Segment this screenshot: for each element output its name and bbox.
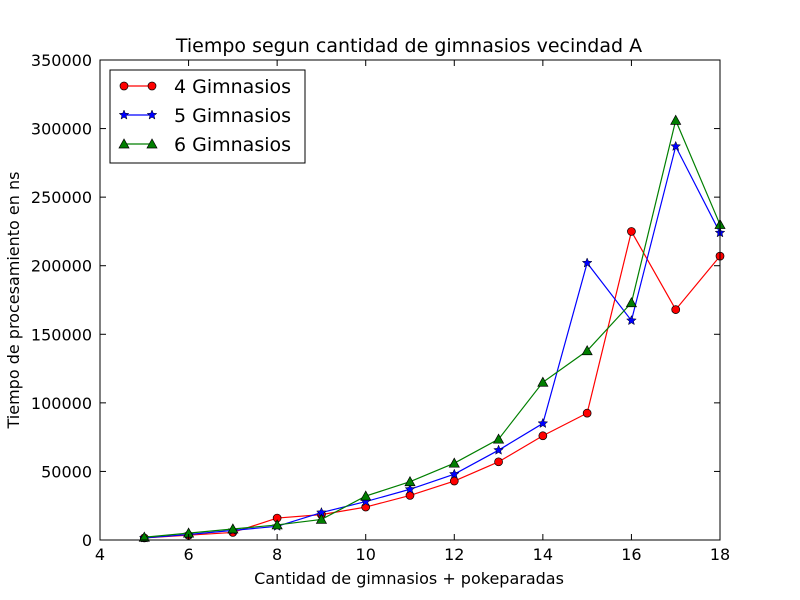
data-point: [671, 305, 681, 314]
data-point: [581, 257, 593, 268]
data-point: [581, 345, 593, 356]
x-tick-label: 14: [533, 545, 553, 564]
data-point: [582, 408, 592, 418]
series-3: [138, 114, 726, 542]
series-1: [139, 227, 725, 543]
legend-label: 4 Gimnasios: [174, 76, 291, 98]
chart-title: Tiempo segun cantidad de gimnasios vecin…: [175, 35, 642, 57]
legend: 4 Gimnasios 5 Gimnasios 6 Gimnasios: [109, 69, 306, 164]
data-point: [315, 513, 328, 524]
data-point: [360, 490, 372, 501]
data-point: [227, 523, 239, 534]
data-point: [448, 468, 460, 479]
data-point: [625, 297, 638, 308]
y-tick-label: 150000: [31, 325, 92, 344]
x-tick-label: 16: [621, 545, 641, 564]
legend-marker: [119, 81, 129, 91]
x-tick-label: 10: [356, 545, 376, 564]
data-point: [494, 457, 503, 467]
data-point: [448, 457, 460, 468]
x-tick-label: 4: [95, 545, 105, 564]
legend-label: 6 Gimnasios: [174, 134, 291, 156]
legend-marker: [147, 81, 157, 91]
data-point: [537, 376, 549, 387]
x-tick-label: 12: [444, 545, 464, 564]
legend-marker: [118, 109, 130, 120]
data-point: [538, 431, 548, 441]
x-tick-label: 8: [272, 545, 282, 564]
y-tick-label: 250000: [31, 188, 92, 207]
data-point: [627, 227, 636, 236]
legend-item: 6 Gimnasios: [118, 134, 291, 156]
legend-marker: [118, 138, 130, 149]
legend-label: 5 Gimnasios: [174, 105, 291, 127]
series-line: [144, 144, 721, 539]
series-line: [144, 229, 721, 539]
y-tick-label: 100000: [31, 394, 92, 413]
x-tick-label: 6: [183, 545, 193, 564]
y-tick-label: 300000: [31, 120, 92, 139]
data-point: [271, 519, 283, 530]
legend-item: 5 Gimnasios: [118, 105, 291, 127]
data-point: [492, 433, 505, 444]
y-tick-label: 200000: [31, 257, 92, 276]
y-axis-ticks: 0 50000 100000 150000 200000 250000 300000 3500…: [31, 51, 720, 550]
data-point: [138, 531, 150, 542]
data-point: [537, 417, 549, 429]
data-point: [626, 314, 637, 326]
data-point: [449, 476, 459, 486]
legend-marker: [146, 138, 158, 149]
data-point: [404, 483, 416, 494]
plot-area-frame: [99, 59, 721, 541]
data-point: [404, 475, 416, 487]
data-point: [670, 140, 682, 151]
data-point: [493, 444, 504, 455]
y-tick-label: 0: [82, 531, 92, 550]
legend-marker: [146, 109, 158, 120]
y-axis-label: Tiempo de procesamiento en ns: [4, 172, 23, 430]
series-line: [144, 118, 721, 538]
y-tick-label: 50000: [41, 462, 92, 481]
series-layer: [138, 114, 726, 543]
data-point: [670, 114, 682, 125]
series-2: [138, 140, 726, 543]
y-tick-label: 350000: [31, 51, 92, 70]
x-axis-label: Cantidad de gimnasios + pokeparadas: [254, 569, 564, 588]
legend-item: 4 Gimnasios: [119, 76, 291, 98]
x-axis-ticks: 4 6 8 10 12 14 16 18: [95, 60, 730, 564]
x-tick-label: 18: [710, 545, 730, 564]
